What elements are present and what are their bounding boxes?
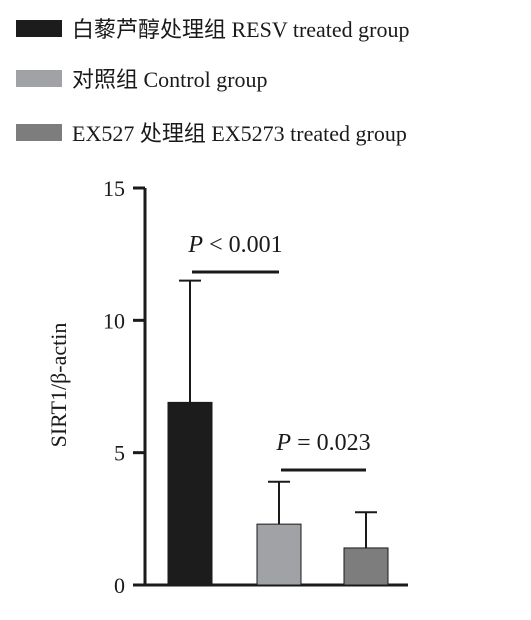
significance-p-value-1: = 0.023 [291, 430, 371, 456]
legend-swatch-resv [16, 20, 62, 37]
significance-label-1: P = 0.023 [275, 430, 370, 456]
y-tick-label-2: 10 [103, 308, 125, 333]
legend-swatch-ex527 [16, 124, 62, 141]
legend-label-control: 对照组 Control group [72, 67, 268, 92]
y-tick-label-0: 0 [114, 573, 125, 598]
y-tick-label-3: 15 [103, 176, 125, 201]
legend-item-ex527: EX527 处理组 EX5273 treated group [16, 121, 407, 146]
y-tick-label-1: 5 [114, 441, 125, 466]
legend: 白藜芦醇处理组 RESV treated group 对照组 Control g… [16, 17, 410, 146]
y-axis-label: SIRT1/β-actin [46, 323, 71, 448]
legend-label-resv: 白藜芦醇处理组 RESV treated group [72, 17, 410, 42]
bar-1 [256, 523, 302, 586]
legend-item-control: 对照组 Control group [16, 67, 268, 92]
significance-p-symbol-1: P [275, 430, 291, 456]
legend-label-ex527: EX527 处理组 EX5273 treated group [72, 121, 407, 146]
legend-swatch-control [16, 70, 62, 87]
bar-0 [167, 401, 213, 586]
bar-2 [343, 547, 389, 586]
significance-label-0: P < 0.001 [187, 232, 282, 258]
significance-p-value-0: < 0.001 [203, 232, 283, 258]
significance-p-symbol-0: P [187, 232, 203, 258]
legend-item-resv: 白藜芦醇处理组 RESV treated group [16, 17, 410, 42]
